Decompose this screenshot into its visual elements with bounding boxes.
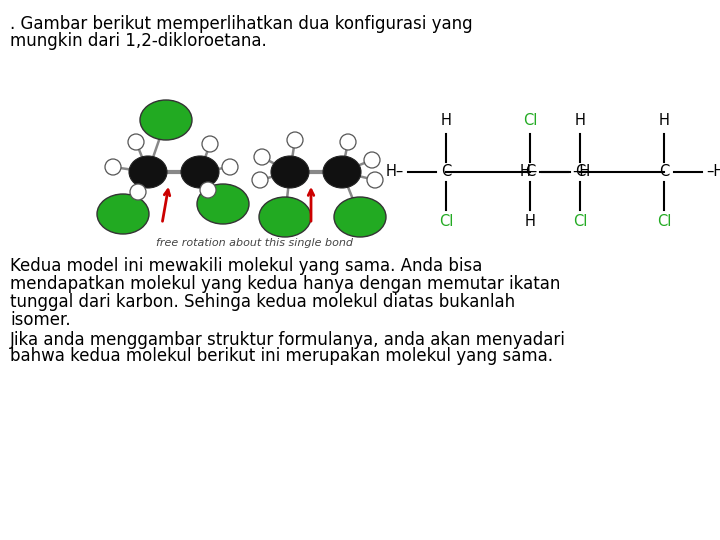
Text: C: C	[575, 165, 585, 179]
Circle shape	[254, 149, 270, 165]
Text: Cl: Cl	[573, 214, 588, 229]
Text: H: H	[659, 113, 670, 128]
Circle shape	[130, 184, 146, 200]
Text: Cl: Cl	[523, 113, 537, 128]
Text: C: C	[659, 165, 669, 179]
Text: Cl: Cl	[657, 214, 671, 229]
Text: isomer.: isomer.	[10, 311, 71, 329]
Text: H: H	[525, 214, 536, 229]
Ellipse shape	[197, 184, 249, 224]
Text: Cl: Cl	[438, 214, 453, 229]
Circle shape	[105, 159, 121, 175]
Text: Kedua model ini mewakili molekul yang sama. Anda bisa: Kedua model ini mewakili molekul yang sa…	[10, 257, 482, 275]
Circle shape	[340, 134, 356, 150]
Text: bahwa kedua molekul berikut ini merupakan molekul yang sama.: bahwa kedua molekul berikut ini merupaka…	[10, 347, 553, 365]
Text: –H: –H	[706, 165, 720, 179]
Circle shape	[364, 152, 380, 168]
Circle shape	[222, 159, 238, 175]
Circle shape	[367, 172, 383, 188]
Ellipse shape	[129, 156, 167, 188]
Circle shape	[128, 134, 144, 150]
Ellipse shape	[334, 197, 386, 237]
Text: H–: H–	[520, 165, 538, 179]
Text: C: C	[525, 165, 535, 179]
Ellipse shape	[323, 156, 361, 188]
Ellipse shape	[181, 156, 219, 188]
Text: mendapatkan molekul yang kedua hanya dengan memutar ikatan: mendapatkan molekul yang kedua hanya den…	[10, 275, 560, 293]
Text: H–: H–	[386, 165, 404, 179]
Circle shape	[200, 182, 216, 198]
Text: H: H	[441, 113, 451, 128]
Ellipse shape	[271, 156, 309, 188]
Ellipse shape	[259, 197, 311, 237]
Text: H: H	[575, 113, 585, 128]
Ellipse shape	[140, 100, 192, 140]
Text: –H: –H	[572, 165, 590, 179]
Circle shape	[202, 136, 218, 152]
Text: tunggal dari karbon. Sehinga kedua molekul diatas bukanlah: tunggal dari karbon. Sehinga kedua molek…	[10, 293, 515, 311]
Text: C: C	[441, 165, 451, 179]
Text: . Gambar berikut memperlihatkan dua konfigurasi yang: . Gambar berikut memperlihatkan dua konf…	[10, 15, 472, 33]
Circle shape	[252, 172, 268, 188]
Ellipse shape	[97, 194, 149, 234]
Text: Jika anda menggambar struktur formulanya, anda akan menyadari: Jika anda menggambar struktur formulanya…	[10, 331, 566, 349]
Circle shape	[287, 132, 303, 148]
Text: free rotation about this single bond: free rotation about this single bond	[156, 238, 354, 248]
Text: mungkin dari 1,2-dikloroetana.: mungkin dari 1,2-dikloroetana.	[10, 32, 266, 50]
